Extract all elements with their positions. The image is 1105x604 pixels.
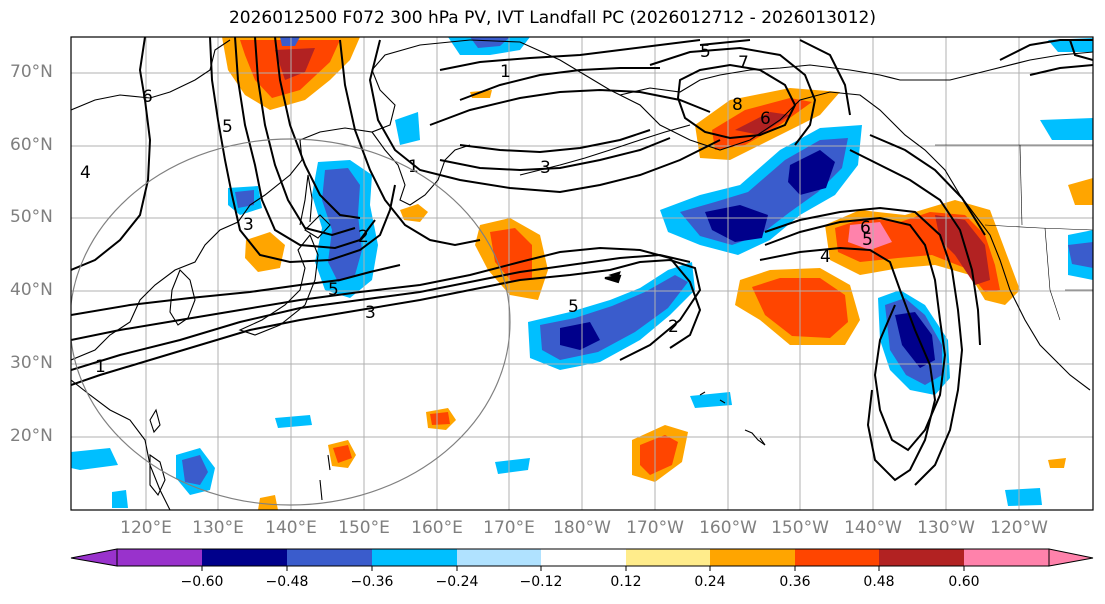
colorbar-segment	[879, 549, 964, 566]
colorbar	[70, 548, 1094, 571]
lat-label-60n: 60°N	[10, 135, 53, 155]
colorbar-extend-low	[70, 548, 118, 567]
contour-label: 6	[860, 218, 871, 238]
contour-label: 4	[80, 163, 91, 183]
coastlines	[71, 39, 1093, 510]
lon-label: 160°W	[699, 518, 757, 538]
lat-label-70n: 70°N	[10, 62, 53, 82]
contour-label: 5	[328, 280, 339, 300]
contour-label: 3	[243, 215, 254, 235]
lon-label: 170°W	[626, 518, 684, 538]
lon-label: 120°W	[990, 518, 1048, 538]
contour-label: 5	[222, 117, 233, 137]
lat-label-50n: 50°N	[10, 207, 53, 227]
lon-label: 160°E	[411, 518, 463, 538]
colorbar-segment	[287, 549, 372, 566]
region-circle	[71, 138, 511, 506]
contour-labels: 1 2 3 4 5 6 7 8 1 2 3 4 5 5 6 5 6 5 3 1	[80, 42, 873, 377]
contour-label: 8	[732, 95, 743, 115]
negative-anomaly-shading	[71, 37, 1093, 508]
contour-label: 5	[862, 230, 873, 250]
contour-label: 2	[358, 227, 369, 247]
map-title: 2026012500 F072 300 hPa PV, IVT Landfall…	[228, 8, 876, 28]
lon-label: 120°E	[120, 518, 172, 538]
contour-label: 1	[500, 62, 511, 82]
colorbar-segment	[202, 549, 287, 566]
colorbar-frame	[116, 548, 1050, 567]
contour-label: 2	[668, 317, 679, 337]
colorbar-tick-label: −0.12	[519, 574, 563, 590]
lon-label: 140°W	[844, 518, 902, 538]
colorbar-segment	[117, 549, 202, 566]
colorbar-tick-label: 0.12	[610, 574, 642, 590]
contour-label: 1	[408, 157, 419, 177]
contour-label: 3	[540, 158, 551, 178]
colorbar-tick-label: −0.60	[180, 574, 224, 590]
lat-label-40n: 40°N	[10, 280, 53, 300]
colorbar-segment	[626, 549, 710, 566]
lon-label: 150°W	[771, 518, 829, 538]
contour-label: 5	[700, 42, 711, 62]
lat-label-20n: 20°N	[10, 426, 53, 446]
colorbar-extend-high	[1048, 548, 1094, 567]
colorbar-segment	[964, 549, 1049, 566]
lon-label: 170°E	[483, 518, 535, 538]
colorbar-tick-label: −0.36	[350, 574, 394, 590]
contour-label: 1	[95, 357, 106, 377]
contour-label: 6	[760, 109, 771, 129]
colorbar-segment	[457, 549, 541, 566]
contour-label: 3	[365, 303, 376, 323]
colorbar-tick-label: −0.24	[435, 574, 479, 590]
colorbar-segment	[710, 549, 795, 566]
colorbar-segment	[795, 549, 879, 566]
contour-label: 5	[568, 297, 579, 317]
contour-label: 4	[820, 247, 831, 267]
colorbar-tick-label: 0.36	[779, 574, 811, 590]
lon-label: 180°W	[553, 518, 611, 538]
map-frame	[70, 36, 1094, 511]
colorbar-tick-label: −0.48	[265, 574, 309, 590]
lat-label-30n: 30°N	[10, 353, 53, 373]
colorbar-segment	[372, 549, 457, 566]
contour-label: 6	[142, 87, 153, 107]
lon-label: 130°W	[917, 518, 975, 538]
colorbar-segment	[541, 549, 626, 566]
colorbar-tick-label: 0.24	[694, 574, 726, 590]
contour-label: 7	[738, 53, 749, 73]
lon-label: 150°E	[338, 518, 390, 538]
pv-contours	[71, 37, 1093, 486]
colorbar-tick-label: 0.48	[863, 574, 895, 590]
lon-label: 140°E	[265, 518, 317, 538]
colorbar-tick-label: 0.60	[948, 574, 980, 590]
lon-label: 130°E	[192, 518, 244, 538]
